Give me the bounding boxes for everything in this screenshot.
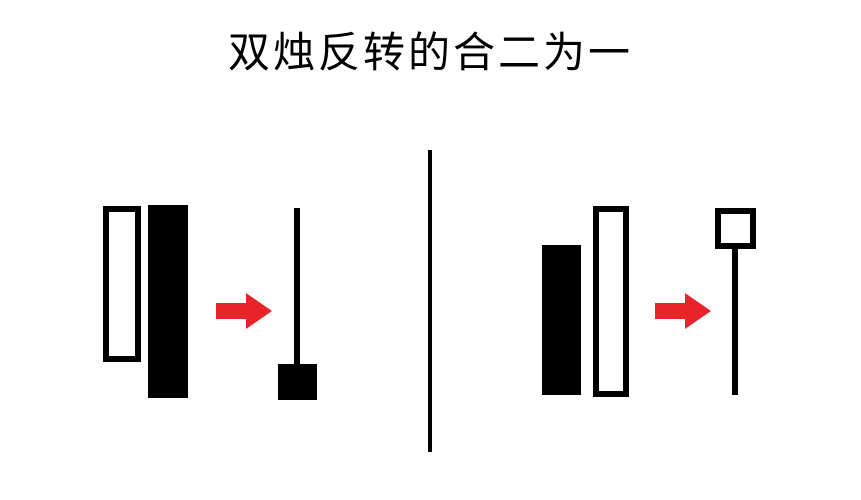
page-title: 双烛反转的合二为一 bbox=[227, 31, 633, 77]
left-input-candle-white bbox=[103, 206, 141, 362]
right-arrow-icon bbox=[216, 293, 272, 329]
right-result-candle-lower-wick bbox=[732, 246, 738, 395]
right-transform-arrow bbox=[655, 292, 711, 330]
left-input-candle-black bbox=[148, 205, 188, 398]
right-result-candle-inverted-hammer-body bbox=[715, 208, 756, 249]
left-result-candle-upper-wick bbox=[294, 208, 300, 366]
left-result-candle-hammer-body bbox=[278, 364, 317, 400]
right-input-candle-black bbox=[542, 245, 581, 395]
left-transform-arrow bbox=[216, 292, 272, 330]
center-divider-line bbox=[428, 150, 432, 452]
right-input-candle-white bbox=[593, 206, 629, 397]
right-arrow-icon bbox=[655, 293, 711, 329]
